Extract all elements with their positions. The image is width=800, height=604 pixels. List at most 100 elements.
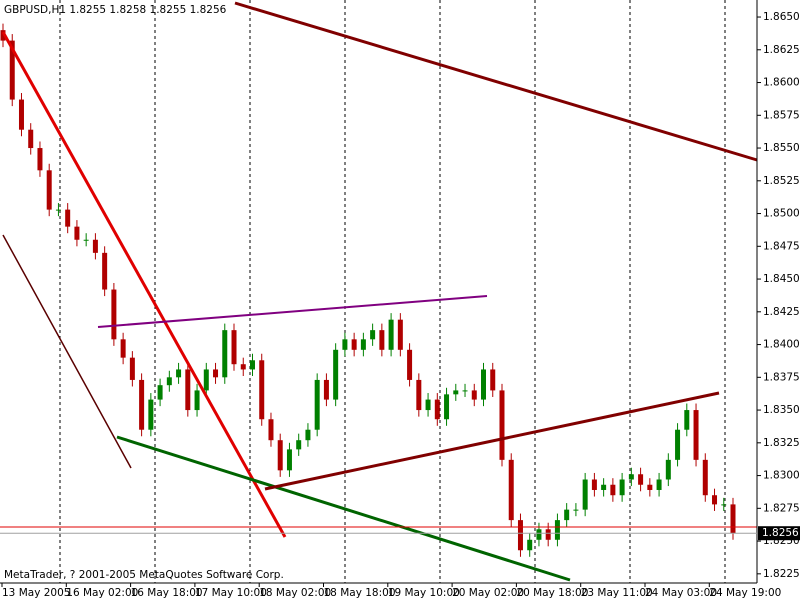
candle-body [213, 369, 219, 378]
candle-body [370, 330, 376, 340]
candle-body [490, 369, 496, 391]
candle-body [18, 99, 24, 130]
last-price-box [758, 526, 800, 541]
y-tick-label: 1.8325 [763, 437, 800, 449]
candle-body [65, 209, 71, 227]
candle-body [259, 360, 265, 420]
candle-body [231, 330, 237, 365]
y-tick-label: 1.8350 [763, 404, 800, 416]
candle-body [481, 369, 487, 400]
candle-body [702, 459, 708, 496]
x-tick-label: 18 May 18:00 [324, 587, 396, 599]
candle-body [628, 474, 634, 480]
footer: MetaTrader, ? 2001-2005 MetaQuotes Softw… [4, 569, 284, 581]
candle-body [102, 252, 108, 290]
x-tick-label: 20 May 02:00 [452, 587, 524, 599]
candle-body [397, 319, 403, 350]
candle-body [194, 390, 200, 411]
y-tick-label: 1.8475 [763, 240, 800, 252]
candle-body [360, 339, 366, 350]
x-tick-label: 24 May 19:00 [709, 587, 781, 599]
chart-title: GBPUSD,H1 1.8255 1.8258 1.8255 1.8256 [4, 4, 227, 16]
y-tick-label: 1.8450 [763, 273, 800, 285]
candle-body [591, 479, 597, 490]
candle-body [573, 509, 579, 511]
candle-body [499, 390, 505, 460]
candle-body [527, 539, 533, 551]
candle-body [166, 377, 172, 386]
candle-body [665, 459, 671, 480]
y-tick-label: 1.8550 [763, 142, 800, 154]
candle-body [425, 399, 431, 411]
candle-body [148, 399, 154, 430]
x-tick-label: 13 May 2005 [2, 587, 70, 599]
x-tick-label: 20 May 18:00 [516, 587, 588, 599]
y-tick-label: 1.8375 [763, 371, 800, 383]
candle-body [37, 148, 43, 171]
candle-body [342, 339, 348, 350]
candle-body [675, 429, 681, 460]
candle-body [712, 495, 718, 505]
time-grid [59, 0, 726, 583]
candle-body [564, 509, 570, 521]
candle-body [647, 484, 653, 490]
trend-lines [1, 1, 758, 582]
x-tick-label: 23 May 11:00 [581, 587, 653, 599]
y-tick-label: 1.8300 [763, 470, 800, 482]
candle-body [249, 360, 255, 370]
candle-body [730, 504, 736, 534]
candle-body [453, 390, 459, 395]
candle-body [554, 520, 560, 540]
candle-body [351, 339, 357, 350]
candle-body [434, 399, 440, 420]
candle-body [46, 170, 52, 210]
y-tick-label: 1.8575 [763, 109, 800, 121]
candle-body [185, 369, 191, 411]
candles [0, 23, 736, 557]
y-tick-label: 1.8600 [763, 77, 800, 89]
candle-body [471, 390, 477, 400]
candle-body [203, 369, 209, 391]
y-tick-label: 1.8525 [763, 175, 800, 187]
candle-body [296, 440, 302, 450]
candle-body [111, 289, 117, 340]
x-tick-label: 18 May 02:00 [259, 587, 331, 599]
candle-body [601, 484, 607, 490]
candle-body [379, 330, 385, 350]
candle-body [268, 419, 274, 441]
candle-body [517, 520, 523, 551]
candle-body [693, 410, 699, 460]
candle-body [444, 394, 450, 420]
candle-body [416, 379, 422, 411]
candle-body [333, 349, 339, 400]
candle-body [656, 479, 662, 490]
candle-body [407, 349, 413, 380]
candle-body [120, 339, 126, 358]
candle-body [314, 379, 320, 430]
candle-body [545, 529, 551, 540]
candle-body [129, 357, 135, 380]
candle-body [277, 440, 283, 471]
candle-body [28, 129, 34, 149]
y-tick-label: 1.8500 [763, 208, 800, 220]
candle-body [462, 390, 468, 392]
candle-body [92, 239, 98, 253]
candle-body [222, 330, 228, 378]
candle-body [9, 40, 15, 100]
x-tick-label: 24 May 03:00 [645, 587, 717, 599]
candle-body [83, 239, 89, 241]
candle-body [610, 484, 616, 496]
candle-body [323, 379, 329, 400]
candle-body [55, 209, 61, 211]
candle-body [638, 474, 644, 485]
y-tick-label: 1.8650 [763, 11, 800, 23]
x-tick-label: 17 May 10:00 [195, 587, 267, 599]
candle-body [176, 369, 182, 378]
candle-body [157, 385, 163, 400]
candle-body [139, 379, 145, 430]
candle-body [721, 504, 727, 506]
candle-body [582, 479, 588, 510]
candle-body [305, 429, 311, 441]
